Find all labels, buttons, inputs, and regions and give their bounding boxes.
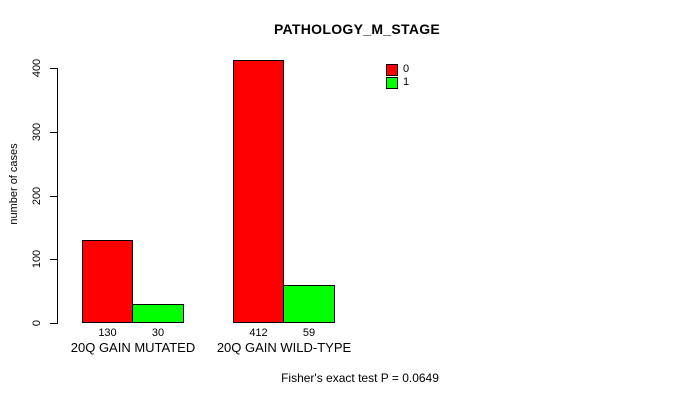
bar-mutated-series0: [82, 240, 133, 323]
y-tick-mark: [50, 323, 58, 324]
bar-wildtype-series1: [283, 285, 335, 323]
y-tick-label: 400: [31, 58, 43, 78]
legend-label: 1: [403, 76, 410, 88]
category-label-wildtype: 20Q GAIN WILD-TYPE: [216, 340, 352, 355]
plot-area: 0 100 200 300 400 130 30 412 59 20Q GAIN…: [31, 59, 658, 355]
y-tick-label: 0: [31, 319, 43, 327]
legend: 0 1: [386, 63, 409, 89]
bar-value-label: 59: [302, 327, 316, 339]
legend-swatch-green: [386, 76, 398, 89]
y-tick-label: 100: [31, 249, 43, 269]
y-tick-mark: [50, 196, 58, 197]
bar-mutated-series1: [132, 304, 184, 323]
legend-entry-1: 1: [386, 76, 409, 89]
y-tick-mark: [50, 259, 58, 260]
fisher-test-annotation: Fisher's exact test P = 0.0649: [281, 371, 439, 385]
bar-value-label: 30: [151, 327, 165, 339]
legend-label: 0: [403, 63, 410, 75]
bar-wildtype-series0: [233, 60, 284, 323]
category-label-mutated: 20Q GAIN MUTATED: [70, 340, 196, 355]
chart-title: PATHOLOGY_M_STAGE: [273, 21, 441, 37]
bar-value-label: 412: [249, 327, 268, 339]
y-axis-label: number of cases: [8, 143, 20, 225]
legend-swatch-red: [386, 63, 398, 76]
legend-entry-0: 0: [386, 63, 409, 76]
y-tick-mark: [50, 132, 58, 133]
y-tick-label: 300: [31, 122, 43, 142]
y-tick-label: 200: [31, 186, 43, 206]
bar-value-label: 130: [98, 327, 117, 339]
y-tick-mark: [50, 68, 58, 69]
